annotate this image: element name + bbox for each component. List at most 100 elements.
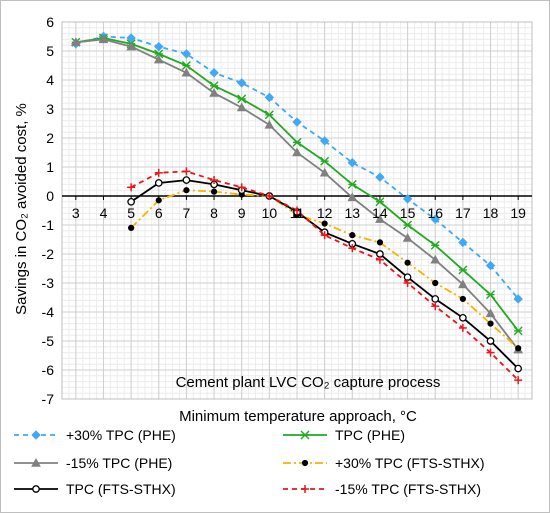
data-point (264, 92, 275, 103)
data-point (458, 323, 467, 332)
data-point (264, 110, 274, 120)
y-tick-label: -7 (42, 391, 55, 407)
y-tick-label: 1 (46, 159, 54, 175)
data-point (293, 206, 301, 215)
data-point (301, 459, 309, 467)
data-point (514, 364, 523, 373)
legend-label: TPC (PHE) (335, 427, 405, 443)
data-point (486, 348, 495, 357)
data-point (431, 302, 440, 311)
data-point (128, 224, 135, 231)
data-point (486, 290, 496, 300)
x-tick-label: 10 (262, 205, 278, 221)
legend-label: +30% TPC (PHE) (66, 427, 176, 443)
data-point (321, 220, 328, 227)
x-tick-label: 15 (400, 205, 416, 221)
data-point (70, 37, 81, 46)
data-point (182, 176, 191, 184)
data-point (458, 237, 468, 248)
data-point (458, 279, 468, 289)
y-tick-label: 2 (46, 130, 54, 146)
data-point (432, 279, 439, 287)
y-tick-label: -3 (42, 275, 55, 291)
y-tick-label: -5 (42, 333, 55, 349)
data-point (155, 197, 162, 204)
series-layer (70, 31, 524, 385)
chart-annotation: Cement plant LVC CO₂ capture process (176, 374, 441, 391)
data-point (300, 430, 310, 440)
legend-item: +30% TPC (PHE) (14, 427, 176, 443)
data-point (182, 167, 191, 176)
data-point (237, 183, 246, 192)
legend: +30% TPC (PHE) TPC (PHE) -15% TPC (PHE) +30… (14, 427, 485, 497)
x-tick-label: 19 (510, 205, 526, 221)
data-point (181, 67, 192, 77)
data-point (375, 172, 385, 182)
data-point (181, 49, 192, 59)
data-point (31, 457, 41, 467)
y-tick-label: 6 (46, 14, 54, 30)
data-point (403, 279, 412, 287)
series-4 (128, 187, 522, 352)
legend-label: -15% TPC (FTS-STHX) (335, 481, 481, 497)
data-point (209, 81, 219, 91)
data-point (127, 197, 135, 206)
data-point (127, 183, 136, 192)
data-point (347, 179, 357, 189)
data-point (402, 194, 413, 204)
y-tick-label: -1 (42, 217, 55, 233)
data-point (237, 94, 247, 104)
data-point (376, 239, 384, 246)
y-tick-label: 5 (46, 43, 54, 59)
data-point (487, 320, 494, 327)
data-point (236, 78, 247, 88)
data-point (154, 49, 164, 59)
y-axis-label: Savings in CO₂ avoided cost, % (13, 103, 30, 315)
legend-label: TPC (FTS-STHX) (66, 481, 176, 497)
data-point (459, 295, 466, 303)
series-1 (71, 31, 523, 304)
data-point (486, 337, 495, 345)
data-point (349, 232, 356, 239)
data-point (513, 326, 523, 336)
y-tick-label: 0 (46, 188, 54, 204)
data-point (485, 308, 496, 318)
x-tick-label: 14 (372, 205, 388, 221)
legend-item: TPC (FTS-STHX) (14, 481, 176, 497)
y-tick-label: -4 (42, 304, 55, 320)
x-tick-label: 7 (183, 205, 191, 221)
data-point (264, 119, 275, 129)
data-point (320, 156, 330, 166)
x-tick-label: 8 (210, 205, 218, 221)
y-tick-label: -6 (42, 362, 55, 378)
data-point (402, 233, 413, 242)
data-point (301, 485, 309, 493)
y-tick-label: 3 (46, 101, 54, 117)
data-point (459, 313, 467, 322)
data-point (319, 136, 330, 146)
data-point (431, 295, 440, 303)
series-2 (71, 33, 523, 336)
series-line (130, 170, 519, 381)
data-point (210, 176, 219, 185)
legend-item: +30% TPC (FTS-STHX) (283, 455, 485, 471)
x-tick-label: 16 (427, 205, 443, 221)
data-point (319, 167, 330, 177)
data-point (375, 214, 385, 223)
legend-item: TPC (PHE) (283, 427, 405, 443)
x-tick-label: 6 (155, 205, 163, 221)
data-point (209, 68, 219, 78)
series-6 (127, 167, 523, 385)
x-tick-label: 13 (345, 205, 361, 221)
data-point (513, 294, 523, 304)
data-point (265, 192, 274, 200)
data-point (31, 430, 41, 440)
data-point (153, 54, 164, 64)
data-point (126, 41, 136, 51)
data-point (347, 192, 358, 202)
data-point (210, 188, 218, 195)
y-tick-label: 4 (46, 72, 54, 88)
data-point (292, 137, 302, 147)
